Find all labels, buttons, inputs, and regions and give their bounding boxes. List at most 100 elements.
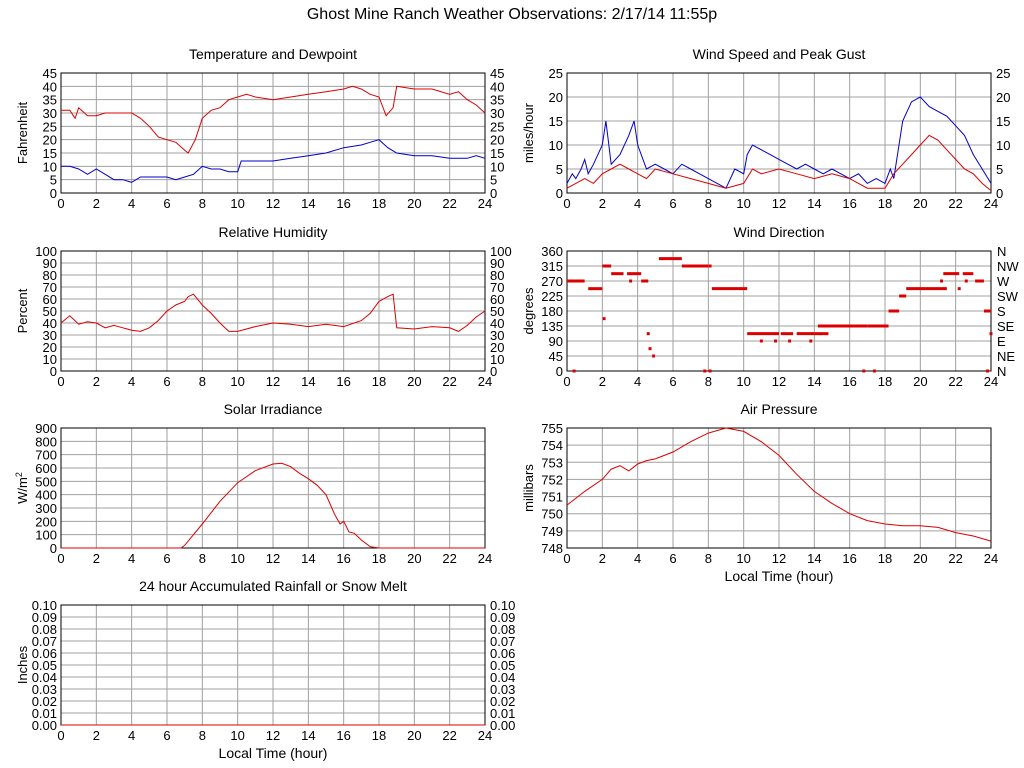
direction-point — [940, 279, 944, 283]
x-tick-label: 12 — [266, 374, 280, 389]
x-tick-label: 14 — [301, 374, 315, 389]
y-tick-label: 100 — [35, 528, 57, 543]
y-tick-label: 754 — [541, 438, 563, 453]
x-tick-label: 12 — [772, 551, 786, 566]
y-tick-label: 100 — [35, 244, 57, 259]
y-tick-label-right: 25 — [490, 119, 504, 134]
plot-frame — [566, 427, 992, 549]
y-tick-label: 80 — [43, 268, 57, 283]
x-tick-label: 12 — [772, 196, 786, 211]
y-tick-label: 10 — [43, 352, 57, 367]
y-tick-label: 5 — [556, 162, 563, 177]
x-tick-label: 10 — [230, 196, 244, 211]
x-tick-label: 16 — [336, 374, 350, 389]
y-tick-label-right: 0.06 — [490, 646, 515, 661]
chart-title: Relative Humidity — [219, 224, 328, 240]
y-tick-label-right: 20 — [996, 90, 1010, 105]
x-tick-label: 8 — [199, 728, 206, 743]
y-tick-label-right: E — [997, 334, 1006, 349]
y-tick-label: 180 — [541, 304, 563, 319]
direction-point — [648, 347, 652, 351]
direction-point — [572, 369, 576, 373]
x-axis-label: Local Time (hour) — [219, 745, 328, 761]
y-tick-label: 0.06 — [32, 646, 57, 661]
x-tick-label: 4 — [128, 374, 135, 389]
x-tick-label: 14 — [807, 374, 821, 389]
y-tick-label: 25 — [549, 66, 563, 81]
x-tick-label: 12 — [266, 551, 280, 566]
y-tick-label: 225 — [541, 289, 563, 304]
x-tick-label: 8 — [199, 374, 206, 389]
x-tick-label: 8 — [705, 374, 712, 389]
y-tick-label: 0.05 — [32, 658, 57, 673]
y-tick-label-right: 0.07 — [490, 634, 515, 649]
direction-point — [809, 339, 813, 343]
series-line-2 — [566, 134, 992, 191]
y-tick-label: 500 — [35, 474, 57, 489]
y-tick-label-right: 40 — [490, 316, 504, 331]
direction-point — [759, 339, 763, 343]
x-tick-label: 6 — [163, 551, 170, 566]
x-tick-label: 10 — [230, 374, 244, 389]
x-tick-label: 2 — [599, 196, 606, 211]
x-tick-label: 10 — [736, 374, 750, 389]
x-tick-label: 10 — [736, 551, 750, 566]
x-tick-label: 18 — [878, 551, 892, 566]
direction-point — [788, 339, 792, 343]
chart-title: Wind Direction — [733, 224, 824, 240]
page-title: Ghost Mine Ranch Weather Observations: 2… — [306, 6, 718, 23]
x-tick-label: 2 — [599, 374, 606, 389]
y-tick-label-right: 0 — [490, 186, 497, 201]
y-tick-label: 25 — [43, 119, 57, 134]
x-tick-label: 4 — [634, 196, 641, 211]
y-tick-label-right: 0 — [490, 364, 497, 379]
x-tick-label: 16 — [842, 551, 856, 566]
y-tick-label: 600 — [35, 461, 57, 476]
y-tick-label-right: 0 — [996, 186, 1003, 201]
y-tick-label: 360 — [541, 244, 563, 259]
y-tick-label-right: SW — [997, 289, 1019, 304]
x-tick-label: 6 — [163, 196, 170, 211]
y-tick-label-right: 10 — [490, 352, 504, 367]
y-tick-label: 5 — [50, 173, 57, 188]
y-tick-label: 0 — [556, 186, 563, 201]
x-tick-label: 16 — [336, 728, 350, 743]
x-tick-label: 12 — [772, 374, 786, 389]
x-tick-label: 2 — [93, 196, 100, 211]
y-tick-label: 30 — [43, 106, 57, 121]
x-tick-label: 18 — [372, 374, 386, 389]
y-tick-label-right: 20 — [490, 133, 504, 148]
x-tick-label: 6 — [163, 374, 170, 389]
x-tick-label: 14 — [301, 551, 315, 566]
y-tick-label: 752 — [541, 472, 563, 487]
x-tick-label: 0 — [563, 551, 570, 566]
x-tick-label: 22 — [948, 551, 962, 566]
y-tick-label: 0.03 — [32, 682, 57, 697]
x-axis-label: Local Time (hour) — [725, 568, 834, 584]
x-tick-label: 22 — [948, 374, 962, 389]
y-axis-label: Percent — [15, 288, 30, 333]
y-tick-label-right: 100 — [490, 244, 512, 259]
x-tick-label: 20 — [407, 374, 421, 389]
x-tick-label: 22 — [948, 196, 962, 211]
y-tick-label: 45 — [549, 349, 563, 364]
x-tick-label: 6 — [163, 728, 170, 743]
x-tick-label: 12 — [266, 728, 280, 743]
x-tick-label: 24 — [984, 374, 998, 389]
x-tick-label: 4 — [128, 728, 135, 743]
y-tick-label-right: 0.10 — [490, 598, 515, 613]
y-tick-label-right: N — [997, 244, 1006, 259]
y-tick-label-right: 5 — [490, 173, 497, 188]
y-tick-label: 900 — [35, 421, 57, 436]
chart-title: Solar Irradiance — [224, 401, 323, 417]
x-tick-label: 12 — [266, 196, 280, 211]
y-tick-label: 40 — [43, 316, 57, 331]
y-tick-label: 751 — [541, 490, 563, 505]
x-tick-label: 0 — [563, 374, 570, 389]
x-tick-label: 14 — [301, 196, 315, 211]
x-tick-label: 24 — [478, 196, 492, 211]
x-tick-label: 14 — [807, 196, 821, 211]
series-line-1 — [566, 96, 992, 189]
